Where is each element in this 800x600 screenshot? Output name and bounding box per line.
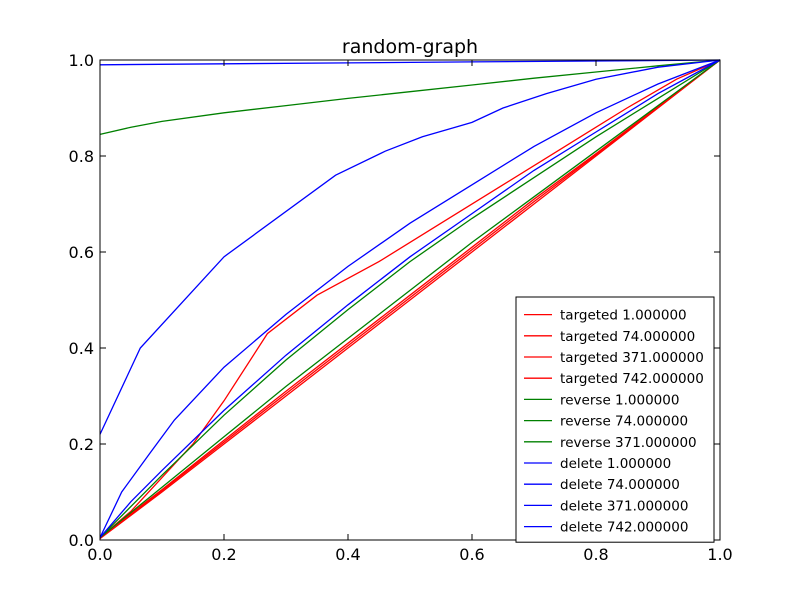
legend-entry-label: delete 1.000000 — [560, 456, 671, 472]
x-tick-label: 0.6 — [459, 545, 484, 564]
x-tick-label: 0.8 — [583, 545, 608, 564]
y-tick-label: 0.8 — [69, 147, 94, 166]
x-tick-label: 0.2 — [211, 545, 236, 564]
y-tick-label: 0.2 — [69, 435, 94, 454]
legend-entry-label: delete 371.000000 — [560, 498, 688, 514]
legend-entry-label: reverse 74.000000 — [560, 414, 688, 430]
series-line-3 — [99, 59, 721, 539]
x-axis: 0.0 0.2 0.4 0.6 0.8 1.0 — [87, 60, 733, 564]
y-axis: 0.0 0.2 0.4 0.6 0.8 1.0 — [69, 51, 720, 550]
legend-entry-label: targeted 74.000000 — [560, 329, 695, 345]
legend-entry-label: targeted 1.000000 — [560, 308, 687, 324]
legend-box — [515, 296, 715, 543]
series-line-6 — [99, 59, 721, 539]
legend-entry-label: delete 74.000000 — [560, 477, 680, 493]
series-line-10 — [99, 59, 721, 539]
y-tick-label: 1.0 — [69, 51, 94, 70]
legend-entry-label: reverse 1.000000 — [560, 392, 679, 408]
y-tick-label: 0.4 — [69, 339, 94, 358]
legend: targeted 1.000000 targeted 74.000000 targe… — [515, 296, 715, 543]
legend-entry-label: targeted 371.000000 — [560, 350, 704, 366]
series-line-2 — [99, 59, 721, 540]
x-tick-label: 1.0 — [707, 545, 732, 564]
y-tick-label: 0.6 — [69, 243, 94, 262]
plot-area — [99, 59, 721, 541]
series-line-7 — [99, 59, 721, 66]
series-line-8 — [99, 59, 721, 435]
y-tick-label: 0.0 — [69, 531, 94, 550]
chart-title: random-graph — [342, 36, 478, 58]
legend-entry-label: targeted 742.000000 — [560, 371, 704, 387]
x-tick-label: 0.4 — [335, 545, 360, 564]
legend-entry-label: reverse 371.000000 — [560, 435, 697, 451]
x-tick-label: 0.0 — [87, 545, 112, 564]
legend-entry-label: delete 742.000000 — [560, 520, 688, 536]
series-line-4 — [99, 59, 721, 136]
series-layer — [99, 59, 721, 540]
series-line-0 — [99, 59, 721, 539]
series-line-5 — [99, 59, 721, 539]
series-line-9 — [99, 59, 721, 538]
